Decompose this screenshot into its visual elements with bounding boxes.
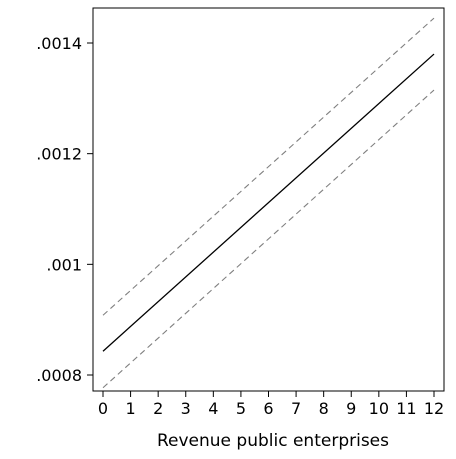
x-tick-label: 9: [346, 399, 356, 418]
x-tick-label: 4: [208, 399, 218, 418]
y-tick-label: .001: [46, 255, 82, 274]
x-tick-label: 5: [236, 399, 246, 418]
x-tick-label: 0: [98, 399, 108, 418]
confidence-band-line-2: [102, 89, 435, 389]
x-axis: 0 1 2 3 4 5 6 7 8 9 10 11 12: [98, 391, 444, 418]
y-axis: .0008 .001 .0012 .0014: [36, 34, 93, 385]
series-layer: [102, 17, 435, 389]
plot-frame: [92, 7, 445, 392]
y-tick-label: .0008: [36, 366, 82, 385]
x-tick-label: 2: [153, 399, 163, 418]
x-tick-label: 11: [396, 399, 416, 418]
x-tick-label: 1: [125, 399, 135, 418]
confidence-band-line-1: [102, 17, 435, 316]
y-tick-label: .0012: [36, 145, 82, 164]
x-tick-label: 8: [319, 399, 329, 418]
x-tick-label: 7: [291, 399, 301, 418]
x-tick-label: 12: [424, 399, 444, 418]
x-tick-label: 3: [181, 399, 191, 418]
x-axis-title: Revenue public enterprises: [157, 431, 389, 451]
fitted-line: [102, 53, 435, 352]
y-tick-label: .0014: [36, 34, 82, 53]
x-tick-label: 6: [263, 399, 273, 418]
x-tick-label: 10: [369, 399, 389, 418]
